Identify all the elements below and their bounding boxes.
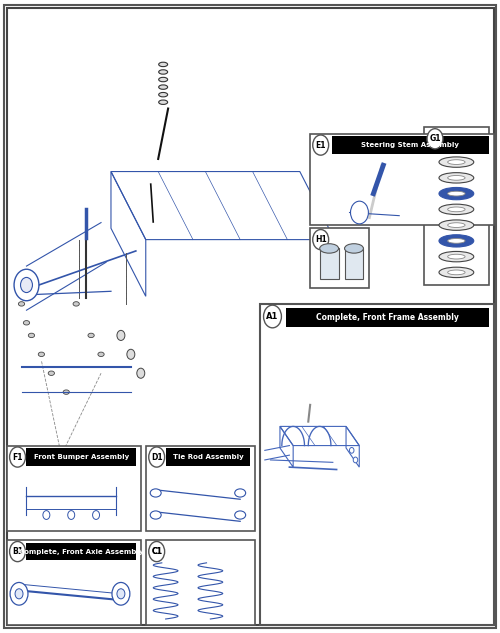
Ellipse shape: [88, 333, 94, 337]
Ellipse shape: [158, 62, 168, 66]
Text: Front Bumper Assembly: Front Bumper Assembly: [34, 454, 129, 460]
Text: G1: G1: [429, 134, 440, 143]
Circle shape: [43, 511, 50, 520]
FancyBboxPatch shape: [166, 448, 250, 466]
Ellipse shape: [439, 235, 474, 247]
Circle shape: [350, 201, 368, 224]
Text: E1: E1: [316, 141, 326, 149]
Text: C1: C1: [152, 547, 162, 556]
Ellipse shape: [320, 244, 338, 253]
Circle shape: [10, 541, 26, 561]
Ellipse shape: [439, 187, 474, 200]
Ellipse shape: [448, 175, 465, 180]
Circle shape: [353, 457, 358, 463]
Ellipse shape: [158, 85, 168, 89]
Text: B1: B1: [12, 547, 23, 556]
Circle shape: [127, 349, 135, 360]
Circle shape: [427, 128, 443, 149]
Circle shape: [350, 448, 354, 453]
Ellipse shape: [448, 254, 465, 259]
Circle shape: [137, 368, 145, 379]
Circle shape: [312, 135, 328, 155]
Text: F1: F1: [12, 453, 23, 461]
Text: Complete, Front Frame Assembly: Complete, Front Frame Assembly: [316, 313, 458, 322]
Ellipse shape: [18, 302, 24, 306]
Circle shape: [15, 589, 23, 599]
Text: D1: D1: [151, 453, 162, 461]
Ellipse shape: [158, 77, 168, 82]
FancyBboxPatch shape: [6, 540, 141, 625]
Circle shape: [312, 230, 328, 249]
Circle shape: [10, 582, 28, 605]
Circle shape: [68, 511, 74, 520]
Circle shape: [10, 447, 26, 467]
Circle shape: [112, 582, 130, 605]
FancyBboxPatch shape: [6, 8, 494, 625]
Circle shape: [14, 269, 39, 301]
Text: Complete, Front Axle Assembly: Complete, Front Axle Assembly: [19, 549, 144, 555]
Ellipse shape: [439, 204, 474, 215]
Ellipse shape: [38, 352, 44, 356]
Ellipse shape: [158, 100, 168, 104]
Circle shape: [92, 511, 100, 520]
FancyBboxPatch shape: [310, 229, 370, 288]
FancyBboxPatch shape: [310, 134, 494, 225]
Ellipse shape: [439, 251, 474, 262]
FancyBboxPatch shape: [424, 127, 488, 285]
Ellipse shape: [439, 220, 474, 230]
Ellipse shape: [234, 511, 246, 519]
Ellipse shape: [448, 270, 465, 275]
Ellipse shape: [24, 320, 30, 325]
FancyBboxPatch shape: [344, 248, 364, 279]
Circle shape: [117, 589, 125, 599]
Circle shape: [117, 330, 125, 341]
FancyBboxPatch shape: [146, 540, 255, 625]
Ellipse shape: [448, 207, 465, 211]
Ellipse shape: [98, 352, 104, 356]
Text: H1: H1: [315, 235, 326, 244]
Ellipse shape: [150, 489, 161, 497]
FancyBboxPatch shape: [26, 542, 136, 560]
Ellipse shape: [48, 371, 54, 375]
Ellipse shape: [150, 511, 161, 519]
Ellipse shape: [344, 244, 364, 253]
Text: Steering Stem Assembly: Steering Stem Assembly: [362, 142, 460, 148]
Ellipse shape: [448, 239, 465, 243]
Ellipse shape: [158, 70, 168, 74]
Ellipse shape: [439, 157, 474, 167]
Circle shape: [148, 447, 164, 467]
Ellipse shape: [73, 302, 80, 306]
FancyBboxPatch shape: [146, 446, 255, 531]
FancyBboxPatch shape: [260, 304, 494, 625]
Circle shape: [264, 305, 281, 328]
Circle shape: [20, 277, 32, 292]
Text: A1: A1: [266, 312, 278, 321]
Text: C1: C1: [152, 547, 162, 556]
FancyBboxPatch shape: [26, 448, 136, 466]
Ellipse shape: [448, 191, 465, 196]
Ellipse shape: [448, 223, 465, 227]
Ellipse shape: [63, 390, 70, 394]
Ellipse shape: [234, 489, 246, 497]
Ellipse shape: [439, 267, 474, 278]
FancyBboxPatch shape: [332, 136, 488, 154]
Text: Tie Rod Assembly: Tie Rod Assembly: [172, 454, 244, 460]
Ellipse shape: [448, 160, 465, 165]
FancyBboxPatch shape: [320, 248, 338, 279]
Circle shape: [148, 541, 164, 561]
FancyBboxPatch shape: [286, 308, 488, 327]
Ellipse shape: [28, 333, 34, 337]
FancyBboxPatch shape: [6, 446, 141, 531]
Ellipse shape: [158, 92, 168, 97]
Ellipse shape: [439, 173, 474, 183]
